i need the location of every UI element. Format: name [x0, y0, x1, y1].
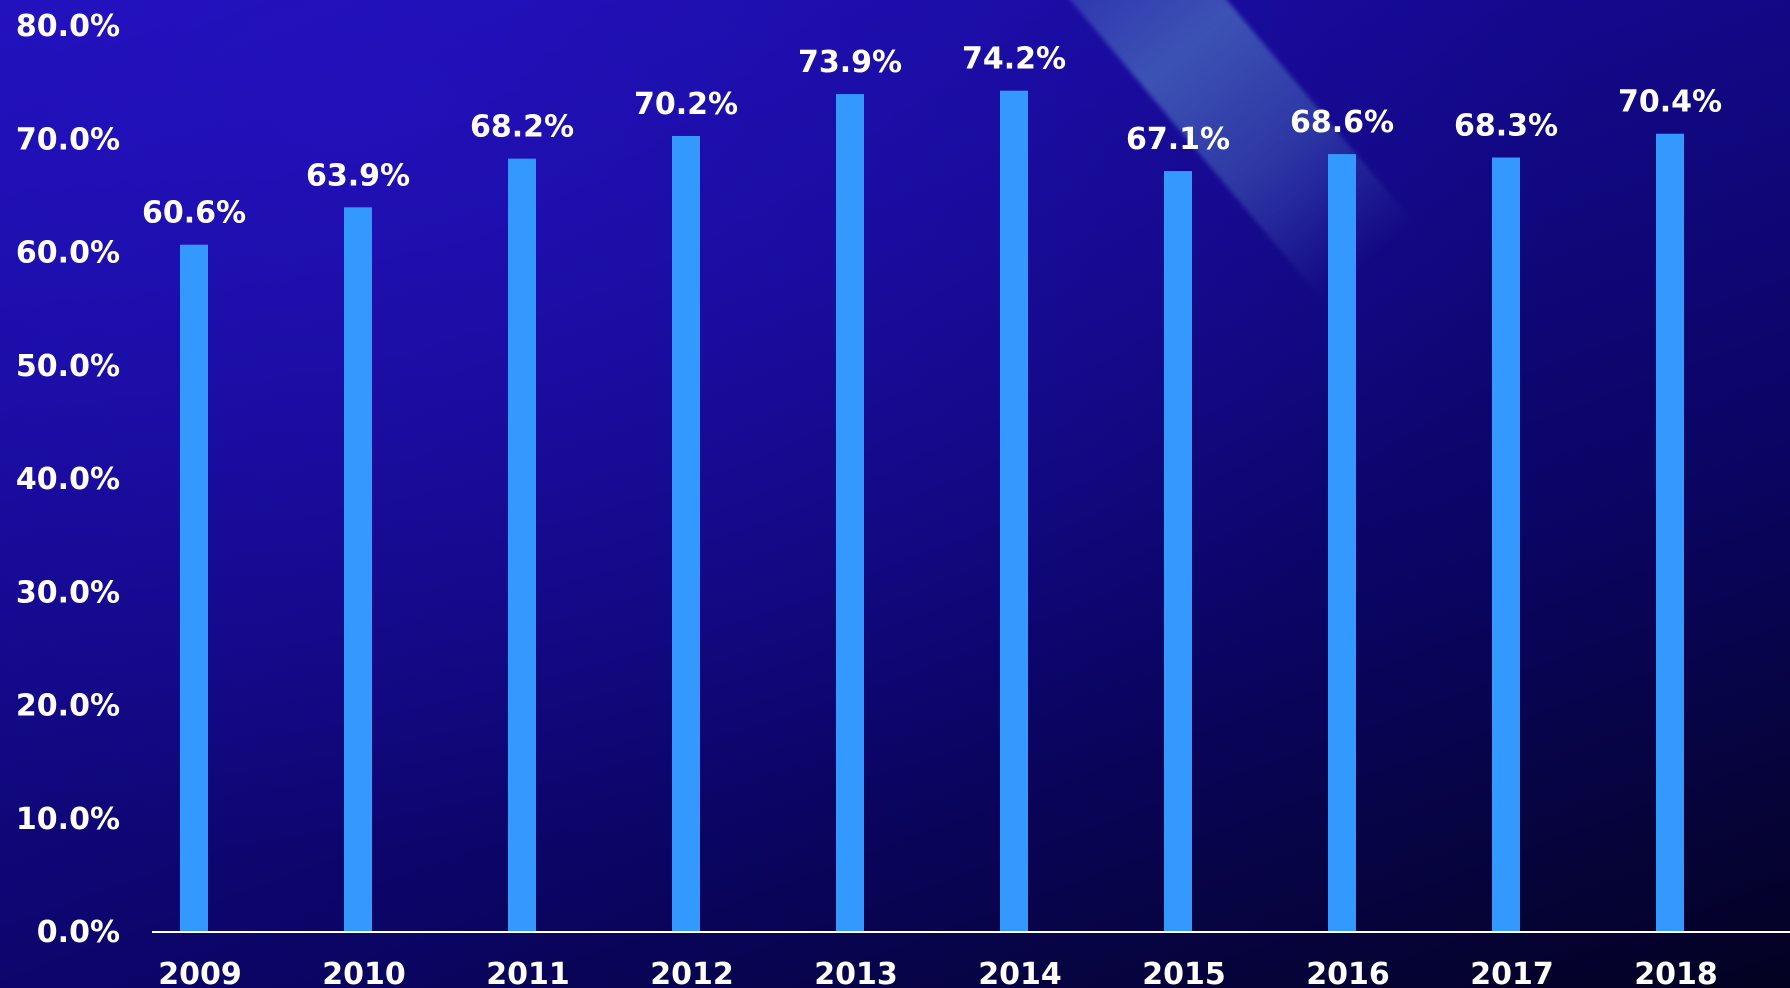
y-tick-label: 30.0%	[16, 575, 120, 610]
y-tick-label: 40.0%	[16, 462, 120, 497]
x-axis-category-labels: 2009 2010 2011 2012 2013 2014 2015 2016 2017 2018	[158, 957, 1718, 988]
x-tick-label: 2009	[158, 957, 242, 988]
bar	[1328, 154, 1356, 932]
y-tick-label: 50.0%	[16, 349, 120, 384]
data-label: 68.2%	[470, 110, 574, 145]
data-labels: 60.6% 63.9% 68.2% 70.2% 73.9% 74.2% 67.1% 68.6%…	[142, 42, 1722, 231]
data-label: 68.3%	[1454, 109, 1558, 144]
x-tick-label: 2016	[1306, 957, 1390, 988]
y-axis-tick-labels: 0.0% 10.0% 20.0% 30.0% 40.0% 50.0% 60.0% 70.0% 8…	[16, 9, 120, 950]
x-tick-label: 2017	[1470, 957, 1554, 988]
x-tick-label: 2018	[1634, 957, 1718, 988]
x-tick-label: 2012	[650, 957, 734, 988]
data-label: 74.2%	[962, 42, 1066, 77]
bar	[1656, 133, 1684, 932]
y-tick-label: 60.0%	[16, 236, 120, 271]
bar	[1164, 171, 1192, 931]
bar	[1492, 157, 1520, 931]
data-label: 70.2%	[634, 87, 738, 122]
x-tick-label: 2015	[1142, 957, 1226, 988]
data-label: 68.6%	[1290, 105, 1394, 140]
bar	[180, 244, 208, 931]
y-tick-label: 20.0%	[16, 689, 120, 724]
x-tick-label: 2014	[978, 957, 1062, 988]
data-label: 70.4%	[1618, 85, 1722, 120]
y-tick-label: 0.0%	[37, 915, 120, 950]
y-tick-label: 80.0%	[16, 9, 120, 44]
x-tick-label: 2011	[486, 957, 570, 988]
data-label: 60.6%	[142, 196, 246, 231]
data-label: 73.9%	[798, 45, 902, 80]
bar	[344, 207, 372, 931]
bar	[836, 94, 864, 931]
x-tick-label: 2010	[322, 957, 406, 988]
y-tick-label: 70.0%	[16, 122, 120, 157]
bars	[180, 90, 1684, 932]
data-label: 63.9%	[306, 158, 410, 193]
data-label: 67.1%	[1126, 122, 1230, 157]
bar	[508, 158, 536, 931]
x-tick-label: 2013	[814, 957, 898, 988]
bar	[1000, 90, 1028, 931]
y-tick-label: 10.0%	[16, 802, 120, 837]
bar	[672, 135, 700, 932]
